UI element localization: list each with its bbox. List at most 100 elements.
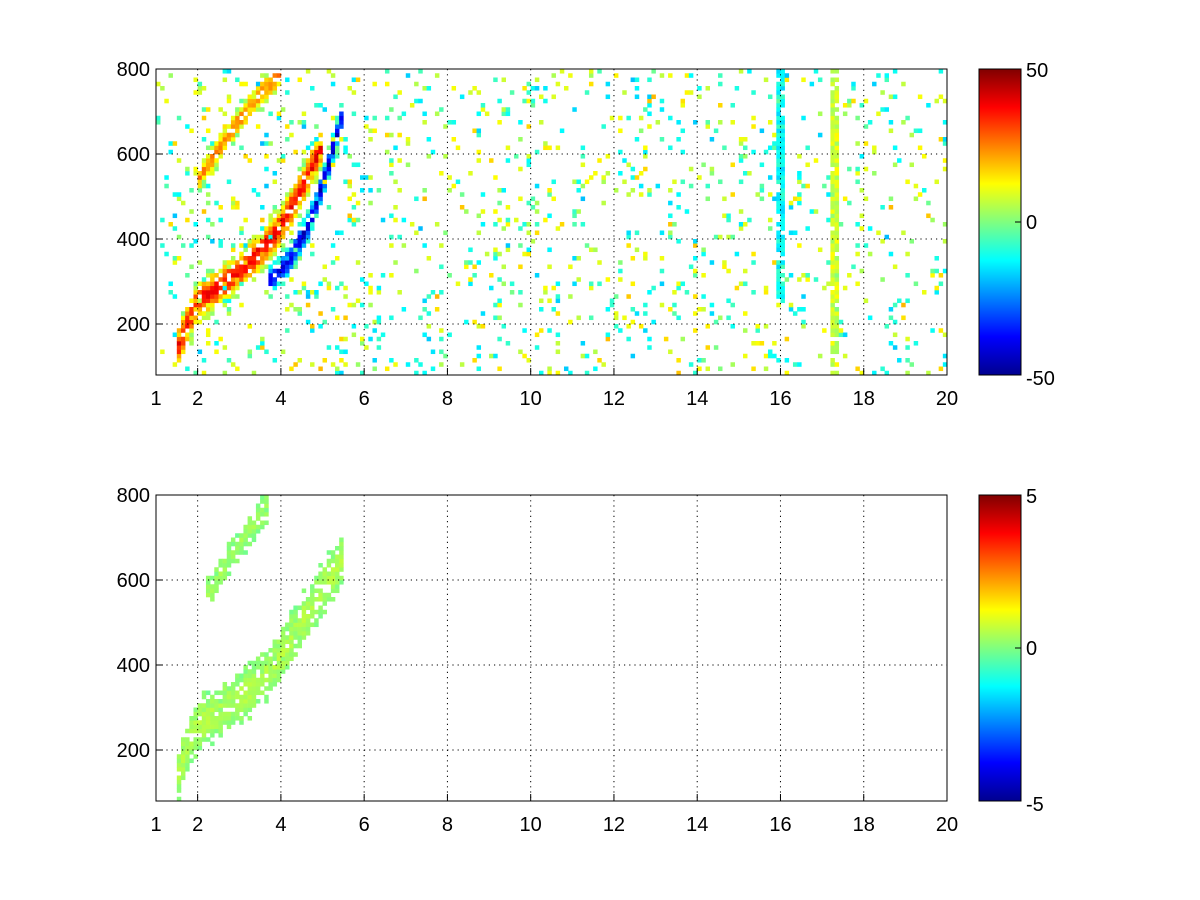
heatmap-cell xyxy=(668,307,673,312)
heatmap-cell xyxy=(543,290,548,295)
heatmap-cell xyxy=(260,345,265,350)
heatmap-cell xyxy=(684,73,690,78)
heatmap-cell xyxy=(526,230,531,236)
heatmap-cell xyxy=(380,217,386,223)
heatmap-cell xyxy=(322,107,327,112)
heatmap-cell xyxy=(434,307,440,312)
heatmap-cell xyxy=(838,319,844,325)
x-tick-label: 14 xyxy=(686,814,708,836)
heatmap-cell xyxy=(176,762,182,768)
heatmap-cell xyxy=(180,345,186,350)
heatmap-cell xyxy=(330,588,336,594)
heatmap-cell xyxy=(780,77,785,83)
heatmap-cell xyxy=(297,77,303,83)
heatmap-cell xyxy=(572,256,577,261)
heatmap-cell xyxy=(235,707,240,713)
heatmap-cell xyxy=(405,162,411,168)
heatmap-cell xyxy=(255,107,261,112)
heatmap-cell xyxy=(505,107,511,112)
heatmap-cell xyxy=(189,750,194,755)
heatmap-cell xyxy=(230,541,236,547)
heatmap-cell xyxy=(218,137,223,142)
heatmap-cell xyxy=(942,158,948,163)
heatmap-cell xyxy=(301,179,307,185)
heatmap-cell xyxy=(880,107,885,112)
heatmap-cell xyxy=(834,94,840,100)
heatmap-cell xyxy=(280,349,286,355)
heatmap-cell xyxy=(285,268,290,274)
heatmap-cell xyxy=(230,281,236,287)
heatmap-cell xyxy=(472,273,477,278)
heatmap-cell xyxy=(289,643,294,649)
heatmap-cell xyxy=(276,281,282,287)
heatmap-cell xyxy=(834,234,840,240)
heatmap-cell xyxy=(239,707,244,713)
heatmap-cell xyxy=(243,264,248,270)
heatmap-cell xyxy=(185,366,190,372)
heatmap-cell xyxy=(822,285,827,291)
heatmap-cell xyxy=(493,175,498,180)
heatmap-cell xyxy=(310,605,315,611)
heatmap-cell xyxy=(497,298,502,304)
heatmap-cell xyxy=(659,137,665,142)
heatmap-cell xyxy=(276,115,282,121)
heatmap-cell xyxy=(247,239,253,244)
heatmap-cell xyxy=(176,775,182,781)
x-tick-label: 16 xyxy=(769,388,791,410)
heatmap-cell xyxy=(239,256,244,261)
heatmap-cell xyxy=(476,158,482,163)
heatmap-cell xyxy=(830,345,835,350)
heatmap-cell xyxy=(235,281,240,287)
heatmap-cell xyxy=(239,226,244,231)
heatmap-cell xyxy=(322,171,327,176)
heatmap-cell xyxy=(780,175,785,180)
heatmap-cell xyxy=(251,690,257,696)
heatmap-cell xyxy=(464,260,469,265)
heatmap-cell xyxy=(230,115,236,121)
heatmap-cell xyxy=(551,179,556,185)
heatmap-cell xyxy=(235,77,240,83)
heatmap-cell xyxy=(776,175,781,180)
heatmap-cell xyxy=(647,111,652,117)
heatmap-cell xyxy=(455,179,461,185)
heatmap-cell xyxy=(480,103,486,108)
heatmap-cell xyxy=(792,230,798,236)
heatmap-cell xyxy=(451,120,457,125)
heatmap-cell xyxy=(663,336,669,342)
heatmap-cell xyxy=(555,311,561,316)
heatmap-cell xyxy=(326,597,332,602)
heatmap-cell xyxy=(289,247,294,253)
heatmap-cell xyxy=(359,277,365,282)
heatmap-cell xyxy=(751,366,756,372)
heatmap-cell xyxy=(776,81,781,87)
heatmap-cell xyxy=(743,137,748,142)
heatmap-cell xyxy=(251,677,257,683)
heatmap-cell xyxy=(201,694,207,700)
heatmap-cell xyxy=(684,209,690,214)
heatmap-cell xyxy=(247,673,253,679)
heatmap-cell xyxy=(310,597,315,602)
heatmap-cell xyxy=(788,205,794,210)
heatmap-cell xyxy=(759,162,765,168)
heatmap-cell xyxy=(260,260,265,265)
heatmap-cell xyxy=(830,90,835,95)
heatmap-cell xyxy=(518,226,523,231)
heatmap-cell xyxy=(239,264,244,270)
heatmap-cell xyxy=(905,298,910,304)
heatmap-cell xyxy=(859,268,865,274)
heatmap-cell xyxy=(813,209,819,214)
heatmap-cell xyxy=(226,699,232,704)
heatmap-cell xyxy=(830,362,835,367)
heatmap-cell xyxy=(830,111,835,117)
heatmap-cell xyxy=(339,111,344,117)
heatmap-cell xyxy=(310,362,315,367)
heatmap-cell xyxy=(310,243,315,248)
heatmap-cell xyxy=(189,332,194,338)
heatmap-cell xyxy=(180,315,186,321)
heatmap-cell xyxy=(251,537,257,543)
heatmap-cell xyxy=(251,673,257,679)
heatmap-cell xyxy=(322,592,327,598)
heatmap-cell xyxy=(930,273,935,278)
heatmap-cell xyxy=(526,200,531,206)
